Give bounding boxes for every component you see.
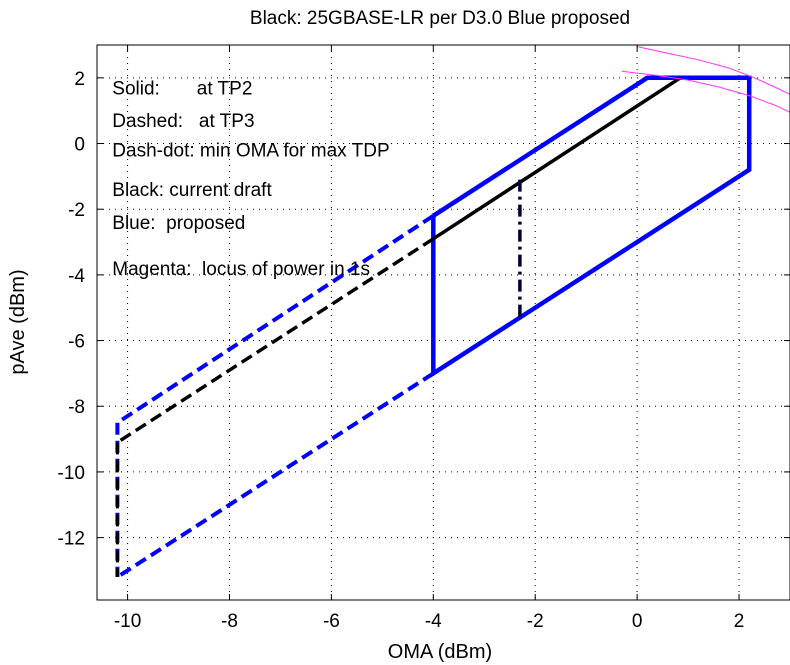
x-tick-label: -4 [425,611,442,632]
y-tick-label: -8 [68,397,85,418]
y-tick-label: 0 [74,135,85,156]
annotation-text: Dashed: at TP3 [112,111,254,132]
series-line-4 [432,76,682,241]
grid-lines [97,45,790,600]
axis-ticks: -10 -8 -6 -4 -2 0 2 -12 -10 -8 -6 -4 -2 0 2 [58,45,790,632]
x-tick-label: -8 [221,611,238,632]
y-tick-label: -4 [68,266,85,287]
y-tick-label: -6 [68,332,85,353]
x-tick-label: -10 [114,611,141,632]
y-tick-label: -2 [68,200,85,221]
x-tick-label: -6 [323,611,340,632]
annotation-text: Solid: at TP2 [112,78,252,99]
series-line-2 [116,371,435,579]
plot-frame [96,44,790,601]
y-axis-label: pAve (dBm) [7,269,29,374]
series-line-9 [636,46,790,95]
annotation-text: Magenta: locus of power in 1s [112,259,370,280]
x-tick-label: 0 [632,611,643,632]
series-line-5 [116,237,435,444]
annotation-text: Dash-dot: min OMA for max TDP [112,141,389,162]
series-line-1 [116,214,435,425]
x-axis-label: OMA (dBm) [388,641,492,663]
y-tick-label: -10 [58,463,85,484]
x-tick-label: 2 [734,611,745,632]
annotation-text: Black: current draft [112,180,272,201]
series-line-8 [621,70,790,113]
chart-title: Black: 25GBASE-LR per D3.0 Blue proposed [250,8,630,29]
series-line-0 [431,75,752,378]
y-tick-label: 2 [74,69,85,90]
annotation-text: Blue: proposed [112,213,245,234]
y-tick-label: -12 [58,529,85,550]
legend-annotations: Solid: at TP2 Dashed: at TP3 Dash-dot: min… [112,78,389,280]
data-series [115,46,790,579]
x-tick-label: -2 [527,611,544,632]
